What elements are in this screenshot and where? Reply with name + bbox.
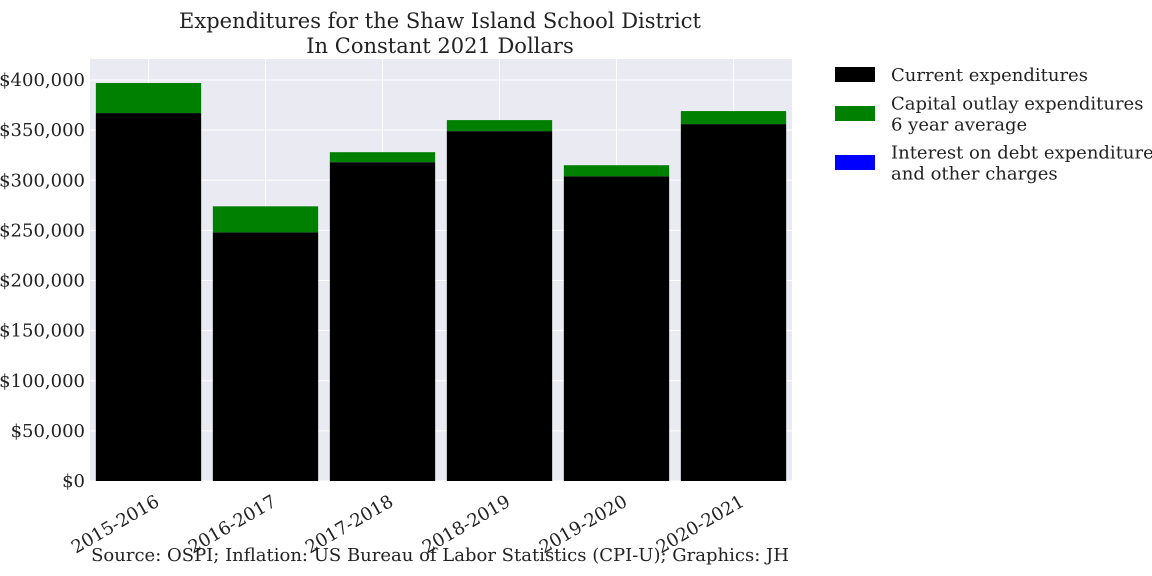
bar-2019-2020-series-0	[563, 176, 670, 482]
bar-2016-2017-series-0	[212, 232, 319, 481]
bar-2020-2021-series-1	[680, 111, 787, 125]
bar-2017-2018-series-0	[329, 162, 436, 481]
y-tick-label: $350,000	[0, 120, 85, 141]
plot-area	[90, 59, 792, 481]
y-tick-label: $200,000	[0, 271, 85, 292]
bar-2017-2018-series-1	[329, 152, 436, 163]
legend-swatch	[835, 67, 875, 82]
bar-2015-2016-series-0	[95, 113, 202, 482]
y-axis: $0 $50,000 $100,000 $150,000 $200,000 $250,00…	[0, 70, 85, 492]
y-tick-label: $400,000	[0, 70, 85, 91]
legend-label: Interest on debt expenditures	[891, 143, 1152, 164]
legend-label: and other charges	[891, 164, 1058, 185]
bar-2015-2016-series-1	[95, 83, 202, 114]
legend: Current expenditures Capital outlay expen…	[835, 65, 1152, 185]
chart-title-line-2: In Constant 2021 Dollars	[306, 34, 573, 58]
y-tick-label: $0	[62, 471, 85, 492]
y-tick-label: $150,000	[0, 321, 85, 342]
bar-2020-2021-series-0	[680, 124, 787, 482]
bar-2018-2019-series-0	[446, 131, 553, 481]
bar-2019-2020-series-1	[563, 165, 670, 177]
legend-swatch	[835, 106, 875, 121]
bar-2016-2017-series-1	[212, 206, 319, 233]
y-tick-label: $300,000	[0, 170, 85, 191]
chart-title-line-1: Expenditures for the Shaw Island School …	[179, 9, 701, 33]
bar-2018-2019-series-1	[446, 120, 553, 132]
bars	[95, 83, 787, 482]
y-tick-label: $100,000	[0, 371, 85, 392]
source-caption: Source: OSPI; Inflation: US Bureau of La…	[91, 545, 789, 566]
legend-label: Current expenditures	[891, 65, 1088, 86]
y-tick-label: $250,000	[0, 220, 85, 241]
legend-label: 6 year average	[891, 115, 1027, 136]
legend-label: Capital outlay expenditures	[891, 94, 1143, 115]
y-tick-label: $50,000	[11, 421, 85, 442]
legend-swatch	[835, 155, 875, 170]
